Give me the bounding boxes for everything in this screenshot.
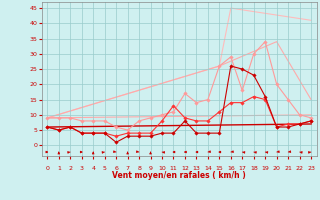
X-axis label: Vent moyen/en rafales ( km/h ): Vent moyen/en rafales ( km/h )	[112, 171, 246, 180]
